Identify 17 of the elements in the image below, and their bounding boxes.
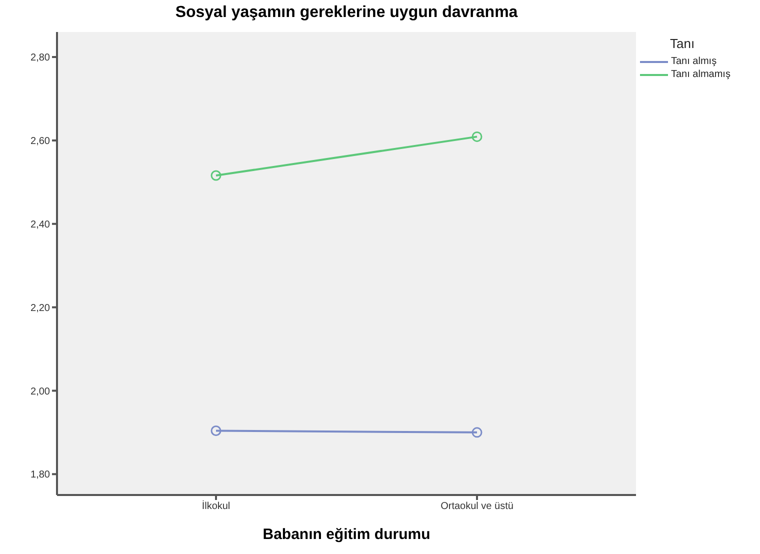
y-tick-label: 2,60 [30,136,50,147]
y-tick-label: 2,40 [30,219,50,230]
point [210,170,222,181]
x-tick-label: Ortaokul ve üstü [440,501,514,512]
legend-label: Tanı almamış [671,69,730,80]
y-tick-label: 2,00 [30,386,50,398]
y-tick-label: 2,20 [30,302,50,314]
legend-label: Tanı almış [671,56,717,67]
point [472,131,482,142]
point [210,426,222,436]
chart-title: Sosyal yaşamın gereklerine uygun davranma [174,4,519,22]
x-axis-title: Babanın eğitim durumu [262,526,432,543]
legend-title: Tanı [670,36,696,51]
x-tick-label: İlkokul [202,500,230,512]
point [472,427,482,438]
y-tick-label: 2,80 [30,52,50,64]
y-tick-label: 1,80 [30,470,50,481]
